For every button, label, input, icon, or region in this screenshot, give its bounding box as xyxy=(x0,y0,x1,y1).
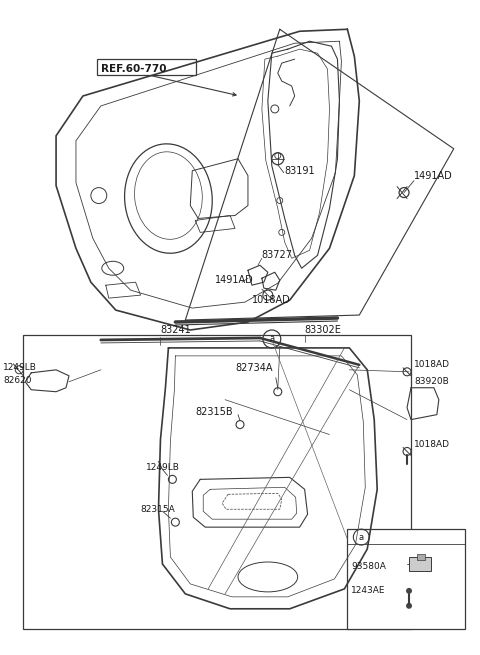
Text: 83920B: 83920B xyxy=(414,377,449,386)
Text: 1243AE: 1243AE xyxy=(351,586,386,595)
Text: 82315A: 82315A xyxy=(141,505,175,514)
Text: 1491AD: 1491AD xyxy=(414,171,453,181)
Bar xyxy=(23,335,411,629)
Text: a: a xyxy=(359,533,364,542)
Text: 82734A: 82734A xyxy=(235,363,273,373)
Text: 83727: 83727 xyxy=(262,250,293,260)
Text: 83302E: 83302E xyxy=(305,325,341,335)
Text: 83191: 83191 xyxy=(285,166,315,176)
Bar xyxy=(348,529,465,629)
Text: 83241: 83241 xyxy=(160,325,191,335)
Circle shape xyxy=(406,588,412,594)
Text: 1249LB: 1249LB xyxy=(145,463,180,472)
Circle shape xyxy=(406,603,412,608)
Text: 1018AD: 1018AD xyxy=(414,440,450,449)
Text: REF.60-770: REF.60-770 xyxy=(101,64,166,74)
Text: 93580A: 93580A xyxy=(351,563,386,571)
Bar xyxy=(97,59,196,75)
Text: 1249LB: 1249LB xyxy=(3,364,37,372)
Text: 1018AD: 1018AD xyxy=(414,360,450,369)
Text: 82315B: 82315B xyxy=(195,407,233,417)
Text: 1491AD: 1491AD xyxy=(215,275,254,285)
Text: 1018AD: 1018AD xyxy=(252,295,291,305)
Bar xyxy=(417,554,425,560)
Text: 82620: 82620 xyxy=(3,376,32,385)
Bar xyxy=(409,557,431,571)
Text: a: a xyxy=(269,335,275,343)
